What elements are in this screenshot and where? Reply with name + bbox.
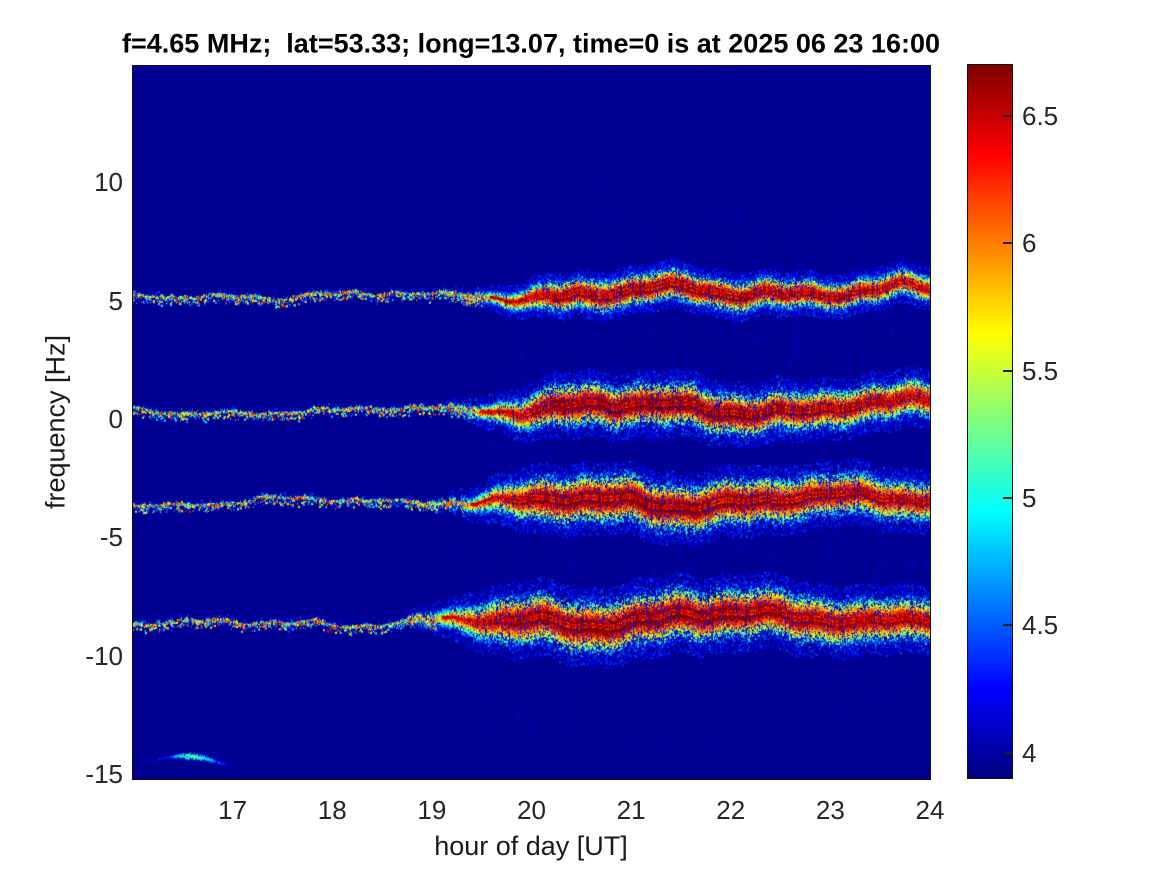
colorbar-tick-label: 4 [1022, 737, 1037, 768]
colorbar-tick-label: 4.5 [1022, 610, 1059, 641]
colorbar-gradient-canvas [968, 65, 1012, 778]
spectrogram-plot [132, 65, 931, 780]
colorbar-tick-mark [1003, 242, 1012, 245]
y-tick-label: 10 [94, 167, 123, 198]
x-tick-label: 17 [218, 795, 248, 825]
y-axis-label: frequency [Hz] [40, 334, 71, 510]
y-tick-label: 5 [108, 285, 123, 316]
colorbar-tick-label: 5.5 [1022, 355, 1059, 386]
colorbar-tick-mark [1003, 369, 1012, 372]
y-tick-label: 0 [108, 403, 123, 434]
x-tick-label: 23 [815, 795, 845, 825]
chart-title: f=4.65 MHz; lat=53.33; long=13.07, time=… [122, 28, 940, 59]
y-tick-label: -5 [99, 522, 123, 553]
x-axis-label: hour of day [UT] [434, 831, 628, 861]
x-tick-label: 20 [517, 795, 546, 825]
colorbar-tick-mark [1003, 751, 1012, 754]
x-tick-label: 22 [716, 795, 746, 825]
y-tick-label: -10 [85, 640, 123, 671]
colorbar-tick-label: 6.5 [1022, 100, 1059, 131]
colorbar-tick-mark [1003, 114, 1012, 117]
x-tick-label: 21 [616, 795, 646, 825]
x-tick-label: 24 [915, 795, 945, 825]
x-tick-label: 19 [417, 795, 447, 825]
x-tick-label: 18 [317, 795, 347, 825]
colorbar [967, 64, 1013, 779]
colorbar-tick-label: 6 [1022, 228, 1037, 259]
spectrogram-canvas [133, 66, 930, 779]
colorbar-tick-mark [1003, 496, 1012, 499]
colorbar-tick-label: 5 [1022, 482, 1037, 513]
colorbar-tick-mark [1003, 624, 1012, 627]
y-tick-label: -15 [85, 759, 123, 790]
